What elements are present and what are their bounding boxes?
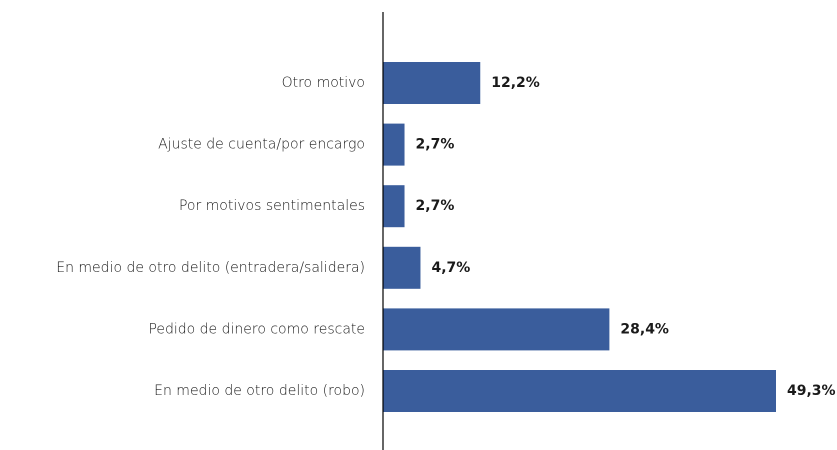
bar — [383, 62, 481, 104]
value-label: 4,7% — [431, 260, 470, 276]
category-label: Pedido de dinero como rescate — [148, 321, 365, 337]
value-label: 2,7% — [416, 137, 455, 153]
category-label: En medio de otro delito (robo) — [154, 383, 365, 399]
category-label: Ajuste de cuenta/por encargo — [158, 137, 365, 153]
value-label: 49,3% — [787, 383, 836, 399]
value-label: 28,4% — [620, 321, 669, 337]
bar — [383, 246, 421, 289]
category-label: En medio de otro delito (entradera/salid… — [56, 260, 365, 276]
bar — [383, 370, 776, 412]
value-label: 2,7% — [416, 198, 455, 214]
category-label: Por motivos sentimentales — [179, 198, 365, 214]
bar — [383, 185, 405, 228]
bar — [383, 123, 405, 166]
value-label: 12,2% — [491, 75, 540, 91]
bar — [383, 308, 610, 351]
category-label: Otro motivo — [282, 75, 365, 91]
